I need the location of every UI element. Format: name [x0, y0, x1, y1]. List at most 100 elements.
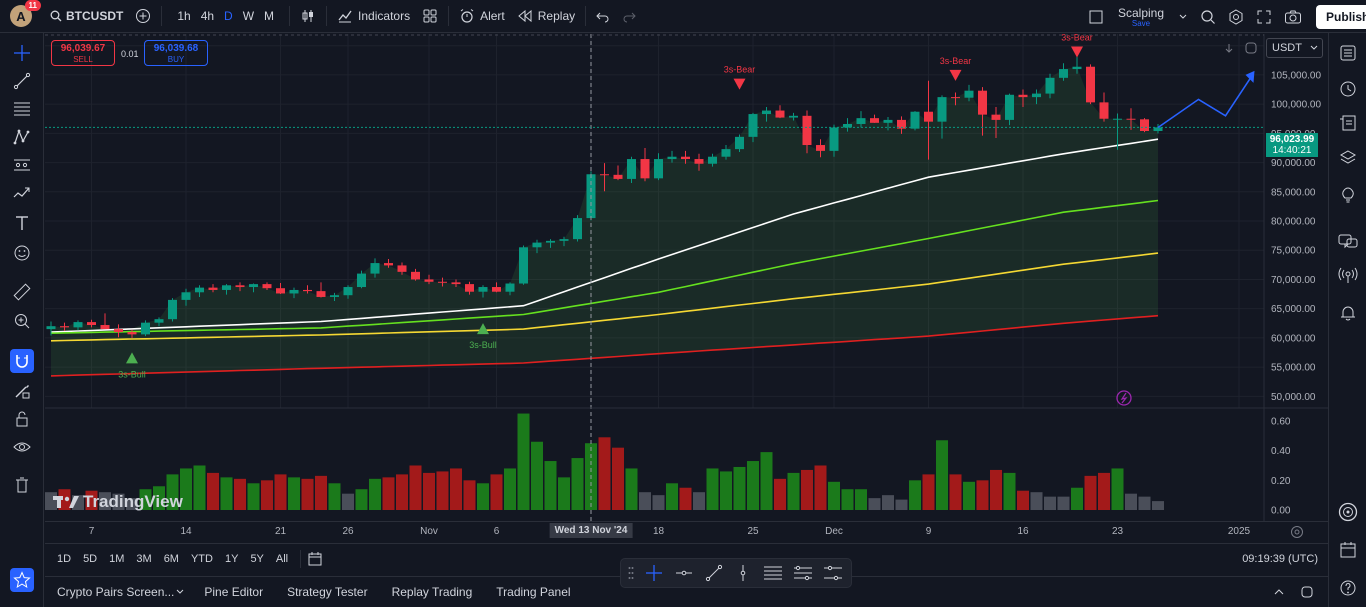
lock-tool[interactable] — [10, 407, 34, 431]
quick-parallel[interactable] — [821, 563, 844, 583]
snapshot-button[interactable] — [1278, 0, 1308, 33]
quick-hline[interactable] — [673, 563, 696, 583]
tab-replay-trading[interactable]: Replay Trading — [391, 584, 473, 599]
forecast-tool[interactable] — [10, 153, 34, 177]
widget-toolbar — [1328, 33, 1366, 607]
magnet-tool[interactable] — [10, 349, 34, 373]
quick-search-button[interactable] — [1194, 0, 1222, 33]
templates-button[interactable] — [416, 0, 444, 33]
time-axis[interactable]: 7 14 21 26 Nov 6 Wed 13 Nov '24 18 25 Dec 9 16 23 202… — [45, 521, 1328, 541]
scroll-down-button[interactable] — [1221, 40, 1237, 56]
drag-handle[interactable] — [627, 563, 635, 583]
fib-tool[interactable] — [10, 97, 34, 121]
watchlist-button[interactable] — [1336, 41, 1360, 65]
sell-button[interactable]: 96,039.67 SELL — [51, 40, 115, 66]
utc-clock[interactable]: 09:19:39 (UTC) — [1242, 553, 1318, 565]
maximize-pane-button[interactable] — [1243, 40, 1259, 56]
date-tick: 14 — [180, 526, 192, 537]
range-1m[interactable]: 1M — [109, 552, 125, 565]
favorites-tool[interactable] — [10, 568, 34, 592]
volume-bar — [99, 492, 111, 510]
range-all[interactable]: All — [275, 552, 289, 565]
candle-body — [1113, 118, 1122, 120]
chats-button[interactable] — [1336, 230, 1360, 254]
range-ytd[interactable]: YTD — [190, 552, 213, 565]
emoji-tool[interactable] — [10, 241, 34, 265]
range-5d[interactable]: 5D — [83, 552, 98, 565]
redo-button[interactable] — [616, 0, 642, 33]
range-3m[interactable]: 3M — [136, 552, 152, 565]
quick-vline[interactable] — [732, 563, 755, 583]
ruler-tool[interactable] — [10, 280, 34, 304]
publish-button[interactable]: Publish — [1316, 4, 1366, 29]
text-tool[interactable] — [10, 211, 34, 235]
range-1d[interactable]: 1D — [57, 552, 72, 565]
candle-body — [802, 115, 812, 146]
calendar-button[interactable] — [1336, 538, 1360, 562]
timeframe-m[interactable]: M — [264, 9, 275, 23]
date-tick: Wed 13 Nov '24 — [549, 523, 633, 538]
goto-date-icon[interactable] — [307, 551, 323, 567]
range-6m[interactable]: 6M — [163, 552, 179, 565]
currency-selector[interactable]: USDT — [1266, 38, 1323, 58]
notifications-button[interactable] — [1336, 263, 1360, 287]
indicators-button[interactable]: Indicators — [331, 0, 416, 33]
ema-lines — [50, 138, 1159, 377]
replay-button[interactable]: Replay — [511, 0, 581, 33]
tab-trading-panel[interactable]: Trading Panel — [496, 584, 571, 599]
layers-button[interactable] — [1336, 146, 1360, 170]
layout-toggle[interactable] — [1082, 0, 1110, 33]
alert-button[interactable]: Alert — [453, 0, 511, 33]
projection-tool[interactable] — [10, 181, 34, 205]
sell-price: 96,039.67 — [60, 43, 106, 54]
timeframe-w[interactable]: W — [242, 9, 255, 23]
crosshair-tool[interactable] — [10, 41, 34, 65]
timeframe-4h[interactable]: 4h — [200, 9, 215, 23]
candle-body — [910, 111, 920, 129]
candle-body — [573, 218, 582, 240]
help-button[interactable] — [1336, 500, 1360, 524]
timeframe-d[interactable]: D — [224, 9, 233, 23]
chart-type-button[interactable] — [294, 0, 322, 33]
trend-line-tool[interactable] — [10, 69, 34, 93]
quick-crosshair[interactable] — [643, 563, 666, 583]
layout-dropdown[interactable] — [1172, 0, 1194, 33]
range-1y[interactable]: 1Y — [224, 552, 239, 565]
collapse-panel-icon[interactable] — [1273, 586, 1285, 598]
pattern-tool[interactable] — [10, 125, 34, 149]
buy-button[interactable]: 96,039.68 BUY — [144, 40, 208, 66]
axis-settings-icon[interactable] — [1290, 525, 1304, 539]
timeframe-1h[interactable]: 1h — [177, 9, 191, 23]
range-5y[interactable]: 5Y — [250, 552, 264, 565]
tab-pine-editor[interactable]: Pine Editor — [204, 584, 264, 599]
symbol-search[interactable]: BTCUSDT — [44, 0, 129, 33]
data-window-button[interactable] — [1336, 111, 1360, 135]
undo-button[interactable] — [590, 0, 616, 33]
alerts-bell-button[interactable] — [1336, 301, 1360, 325]
quick-trendline[interactable] — [702, 563, 725, 583]
lightning-icon[interactable] — [1116, 390, 1132, 406]
chevron-down-icon[interactable] — [176, 589, 184, 595]
volume-bar — [112, 493, 125, 510]
hide-drawings-tool[interactable] — [10, 435, 34, 459]
layout-name[interactable]: Scalping Save — [1110, 6, 1172, 28]
tab-strategy-tester[interactable]: Strategy Tester — [287, 584, 368, 599]
draw-mode-tool[interactable] — [10, 379, 34, 403]
quick-pitchfork[interactable] — [792, 563, 815, 583]
alerts-panel-button[interactable] — [1336, 77, 1360, 101]
quick-fib[interactable] — [762, 563, 785, 583]
support-button[interactable] — [1336, 576, 1360, 600]
settings-button[interactable] — [1222, 0, 1250, 33]
date-tick: 26 — [342, 526, 354, 537]
user-avatar[interactable]: A 11 — [10, 0, 41, 27]
maximize-panel-icon[interactable] — [1300, 585, 1314, 599]
tab-screener[interactable]: Crypto Pairs Screen... — [57, 584, 175, 599]
ideas-button[interactable] — [1336, 183, 1360, 207]
remove-drawings-tool[interactable] — [10, 473, 34, 497]
fullscreen-button[interactable] — [1250, 0, 1278, 33]
compare-button[interactable] — [129, 0, 157, 33]
zoom-tool[interactable] — [10, 309, 34, 333]
price-axis[interactable]: 110,000.00105,000.00100,000.0095,000.009… — [1271, 41, 1321, 403]
